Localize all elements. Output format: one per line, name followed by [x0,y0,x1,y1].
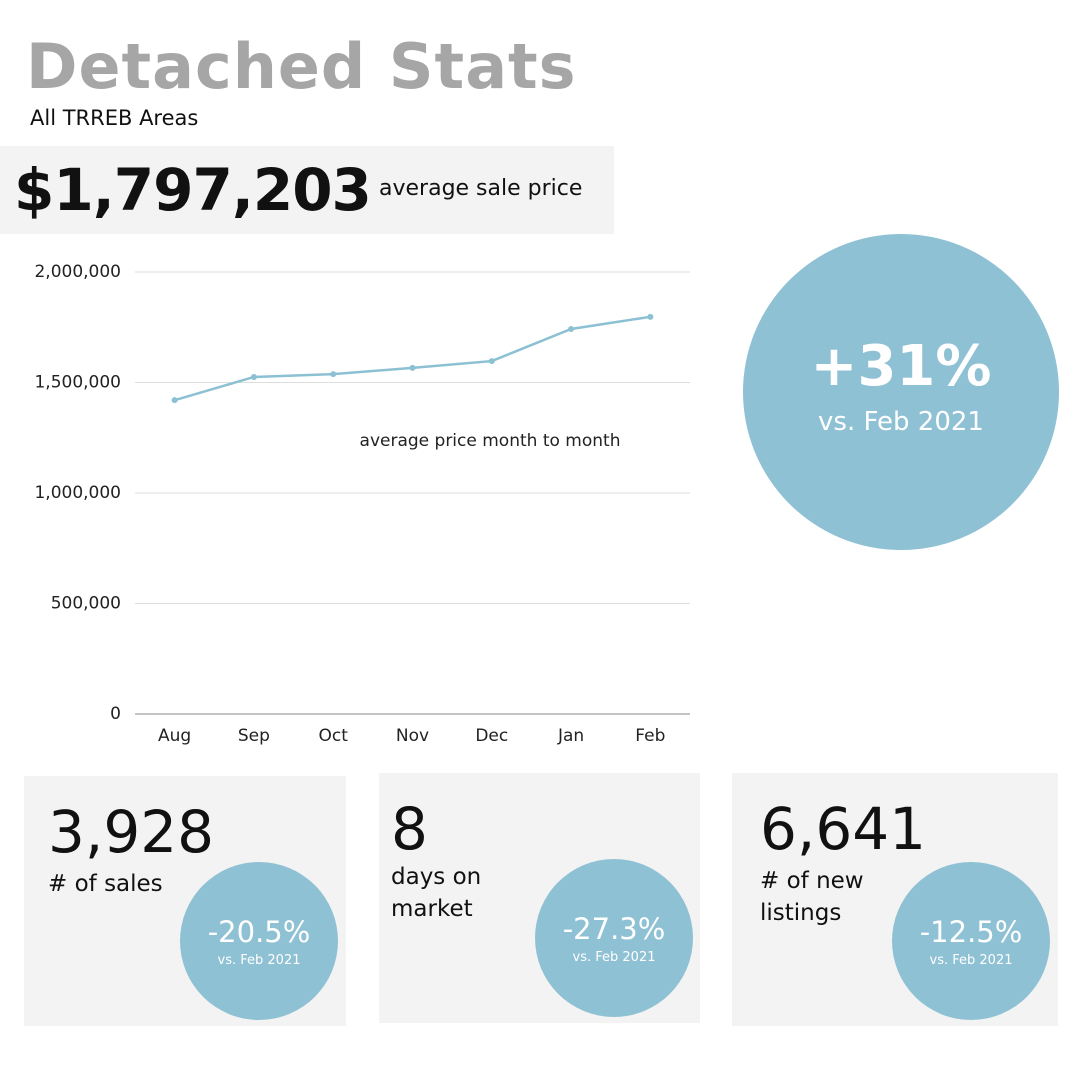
y-tick-label: 2,000,000 [34,262,121,282]
point [409,364,416,371]
stat-compare: vs. Feb 2021 [929,952,1013,968]
x-tick-label: Jan [557,726,584,746]
y-tick-label: 1,000,000 [34,483,121,503]
stat-change: -12.5% [919,914,1023,949]
stat-value: 6,641 [760,795,927,863]
point [171,397,178,404]
stat-card: 6,641 # of new listings -12.5% vs. Feb 2… [732,773,1058,1026]
stat-change: -27.3% [562,911,666,946]
line [174,315,651,402]
x-tick-label: Sep [238,726,270,746]
x-tick-label: Nov [396,726,429,746]
stat-circle: -20.5% vs. Feb 2021 [180,862,338,1020]
stat-value: 3,928 [48,798,215,866]
headline-box [0,146,614,234]
comparison-circle: +31% vs. Feb 2021 [743,234,1059,550]
headline-label: average sale price [379,176,583,201]
stat-change: -20.5% [207,914,311,949]
subtitle: All TRREB Areas [30,106,199,130]
x-tick-label: Dec [475,726,508,746]
y-tick-label: 0 [110,704,121,724]
point [330,371,337,378]
point [488,358,495,365]
stat-card: 3,928 # of sales -20.5% vs. Feb 2021 [24,776,346,1026]
x-tick-label: Aug [158,726,191,746]
stat-value: 8 [391,795,428,863]
stat-compare: vs. Feb 2021 [572,949,656,965]
point [568,326,575,333]
comparison-change: +31% [810,333,992,399]
point [250,373,257,380]
stat-label: # of new listings [760,868,864,926]
y-tick-label: 1,500,000 [34,373,121,393]
headline-value: $1,797,203 [14,156,372,224]
annotation: average price month to month [360,431,621,451]
y-tick-label: 500,000 [51,594,121,614]
stat-card: 8 days on market -27.3% vs. Feb 2021 [379,773,700,1023]
x-tick-label: Oct [319,726,349,746]
title: Detached Stats [26,30,577,103]
stat-circle: -12.5% vs. Feb 2021 [892,862,1050,1020]
x-tick-label: Feb [635,726,665,746]
chart: average price month to month 0 500,000 1,0… [34,262,690,746]
stat-label: days on market [391,864,482,922]
stat-compare: vs. Feb 2021 [217,952,301,968]
point [647,313,654,320]
comparison-label: vs. Feb 2021 [818,406,984,437]
stat-label: # of sales [48,871,163,897]
stat-circle: -27.3% vs. Feb 2021 [535,859,693,1017]
